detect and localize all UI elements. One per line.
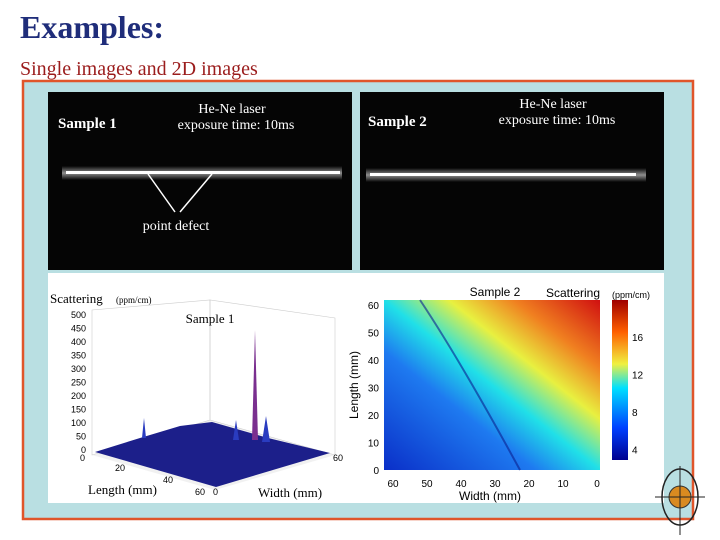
tick-label: 400 [71,337,86,347]
tick-label: 20 [115,463,125,473]
tick-label: 60 [333,453,343,463]
tick-label: 50 [76,432,86,442]
plot-title: Sample 1 [186,311,235,326]
surface [95,422,330,487]
photo-1 [48,92,352,270]
feature [419,299,521,471]
tick-label: 4 [632,446,638,457]
plot-3d [91,299,336,490]
colorbar-label: Scattering [546,286,600,300]
spike [262,416,270,442]
arrow [147,173,176,213]
logo [655,466,705,535]
annotation: point defect [143,219,210,234]
tick-label: 0 [80,453,85,463]
tick-label: 8 [632,408,638,419]
axis-label: Scattering [50,291,103,306]
plot-title: Sample 2 [470,285,521,299]
spike [233,420,239,440]
tick-label: 40 [455,479,467,490]
tick-label: 450 [71,324,86,334]
photo-label: Sample 2 [368,114,427,130]
tick-label: 60 [195,487,205,497]
tick-label: 10 [557,479,569,490]
arrow [179,173,213,213]
tick-label: 0 [213,487,218,497]
spike [252,330,258,440]
tick-label: 50 [421,479,433,490]
tick-label: 50 [368,329,380,340]
colorbar [612,300,628,460]
tick-label: 60 [368,301,380,312]
laser-line [370,173,636,176]
tick-label: 200 [71,391,86,401]
tick-label: 0 [81,445,86,455]
laser-line [66,171,340,174]
wall [209,299,336,456]
tick-label: 40 [163,475,173,485]
tick-label: 250 [71,378,86,388]
axis-label: Length (mm) [88,482,157,497]
photo-label: exposure time: 10ms [499,113,616,128]
title: Examples: [20,9,164,45]
spike [142,418,146,438]
axis-label: Length (mm) [347,351,361,419]
subtitle: Single images and 2D images [20,58,258,80]
photo-label: He-Ne laser [519,97,587,112]
tick-label: 0 [594,479,600,490]
photo-label: Sample 1 [58,116,117,132]
tick-label: 10 [368,439,380,450]
axis-label: Width (mm) [258,485,322,500]
tick-label: 30 [368,384,380,395]
tick-label: 0 [373,466,379,477]
axis-label: Width (mm) [459,489,521,503]
colorbar-unit: (ppm/cm) [612,290,650,300]
tick-label: 12 [632,371,644,382]
photo-label: exposure time: 10ms [178,118,295,133]
tick-label: 350 [71,351,86,361]
heatmap [384,300,600,470]
tick-label: 40 [368,356,380,367]
tick-label: 20 [368,411,380,422]
tick-label: 100 [71,418,86,428]
tick-label: 150 [71,405,86,415]
tick-label: 300 [71,364,86,374]
tick-label: 30 [489,479,501,490]
tick-label: 16 [632,333,644,344]
tick-label: 60 [387,479,399,490]
axis-unit: (ppm/cm) [116,295,152,305]
tick-label: 20 [523,479,535,490]
tick-label: 500 [71,310,86,320]
photo-label: He-Ne laser [198,102,266,117]
